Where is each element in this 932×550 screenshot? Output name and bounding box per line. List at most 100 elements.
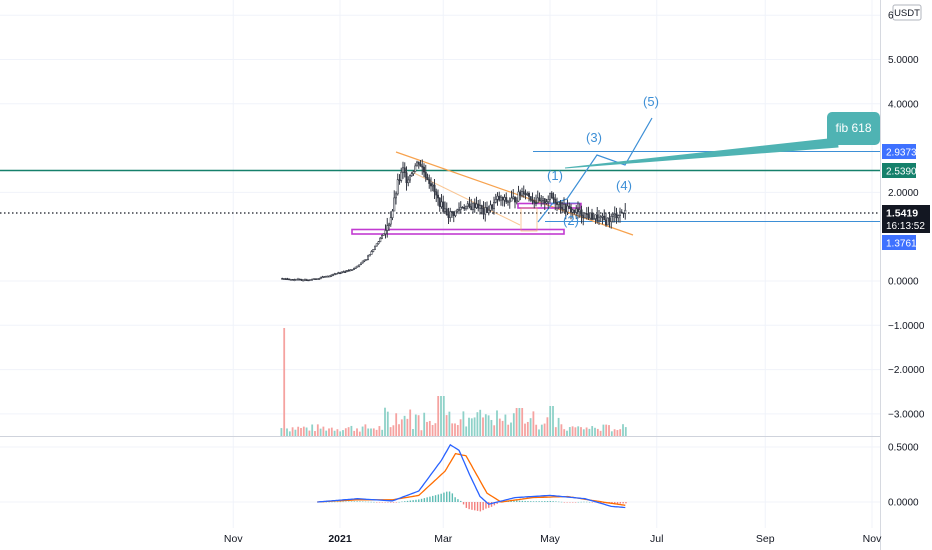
candle-body bbox=[326, 275, 329, 278]
candle-body bbox=[522, 191, 525, 195]
candle-body bbox=[307, 279, 310, 282]
wave-label-5[interactable]: (5) bbox=[643, 94, 659, 109]
candle-body bbox=[485, 207, 488, 213]
candle-body bbox=[620, 211, 623, 214]
candle-body bbox=[473, 202, 476, 208]
candle-body bbox=[615, 213, 618, 219]
candle-body bbox=[435, 191, 438, 196]
candle-body bbox=[445, 208, 448, 215]
volume-bar bbox=[602, 424, 605, 436]
candle-body bbox=[555, 202, 558, 205]
macd-histogram-bar bbox=[440, 493, 442, 502]
macd-histogram-bar bbox=[353, 501, 356, 502]
price-tick-label: 4.0000 bbox=[888, 99, 919, 110]
macd-histogram-bar bbox=[392, 502, 395, 503]
volume-bar bbox=[490, 419, 493, 436]
volume-bar bbox=[311, 424, 314, 436]
candle-body bbox=[449, 211, 452, 218]
candle-body bbox=[583, 212, 586, 219]
macd-histogram-bar bbox=[339, 501, 342, 503]
candle-body bbox=[562, 203, 565, 210]
candle-body bbox=[564, 203, 567, 213]
currency-label: USDT bbox=[894, 8, 920, 19]
candle-body bbox=[461, 206, 464, 209]
candle-body bbox=[450, 211, 453, 213]
macd-histogram-bar bbox=[518, 500, 521, 502]
candle-body bbox=[323, 276, 326, 278]
candle-body bbox=[366, 255, 369, 260]
macd-histogram-bar bbox=[563, 502, 566, 503]
candle-body bbox=[548, 192, 551, 200]
candle-body bbox=[288, 278, 291, 281]
candle-body bbox=[393, 197, 396, 212]
volume-bar bbox=[412, 429, 414, 436]
candle-body bbox=[316, 278, 319, 280]
macd-histogram-bar bbox=[476, 502, 479, 511]
volume-bar bbox=[574, 427, 577, 436]
candle-body bbox=[368, 254, 371, 257]
candle-body bbox=[527, 193, 530, 197]
volume-bar bbox=[392, 425, 395, 436]
candle-body bbox=[387, 223, 390, 226]
time-axis[interactable]: Nov 2021 Mar May Jul Sep Nov bbox=[224, 533, 882, 545]
volume-bar bbox=[428, 420, 431, 436]
volume-bar bbox=[622, 424, 624, 436]
fib-callout[interactable]: fib 618 bbox=[827, 112, 880, 145]
candle-body bbox=[622, 212, 625, 215]
candle-body bbox=[601, 215, 604, 218]
macd-histogram-bar bbox=[345, 501, 347, 503]
volume-bar bbox=[423, 412, 426, 436]
wave-label-3[interactable]: (3) bbox=[586, 130, 602, 145]
badge-lower-text: 1.3761 bbox=[886, 239, 917, 250]
wave-label-4[interactable]: (4) bbox=[616, 178, 632, 193]
badge-upper-text: 2.9373 bbox=[886, 148, 917, 159]
volume-bar bbox=[563, 429, 566, 436]
volume-bar bbox=[356, 428, 358, 436]
candle-body bbox=[433, 184, 436, 193]
volume-bar bbox=[283, 328, 286, 436]
candle-body bbox=[436, 194, 439, 199]
volume-bar bbox=[498, 418, 501, 436]
candle-body bbox=[284, 278, 287, 280]
candle-body bbox=[512, 196, 515, 199]
wave-label-1[interactable]: (1) bbox=[547, 168, 563, 183]
candle-body bbox=[489, 204, 492, 211]
candle-body bbox=[309, 279, 312, 281]
candle-body bbox=[442, 201, 445, 212]
candle-body bbox=[492, 202, 495, 209]
price-axis[interactable]: 6 5.0000 4.0000 2.0000 0.0000 −1.0000 −2.0000 −… bbox=[888, 11, 925, 509]
wave-label-2[interactable]: (2) bbox=[563, 213, 579, 228]
macd-histogram-bar bbox=[387, 502, 389, 503]
candle-body bbox=[587, 214, 590, 219]
volume-bar bbox=[414, 414, 417, 436]
candle-body bbox=[503, 197, 506, 201]
volume-bar bbox=[585, 427, 588, 436]
macd-histogram-bar bbox=[426, 497, 428, 502]
volume-bar bbox=[599, 430, 602, 436]
macd-histogram-bar bbox=[560, 501, 563, 503]
macd-histogram-bar bbox=[448, 491, 451, 502]
candle-body bbox=[331, 274, 334, 277]
volume-bar bbox=[566, 430, 568, 436]
candle-body bbox=[596, 214, 599, 222]
volume-bar bbox=[386, 411, 389, 436]
candle-body bbox=[354, 266, 357, 269]
candle-body bbox=[505, 197, 508, 203]
volume-bar bbox=[560, 424, 563, 436]
volume-bar bbox=[454, 423, 456, 436]
macd-histogram-bar bbox=[434, 495, 437, 502]
volume-bar bbox=[624, 427, 627, 436]
macd-histogram-bar bbox=[510, 500, 512, 502]
candle-body bbox=[365, 259, 368, 261]
macd-histogram-bar bbox=[451, 493, 454, 502]
volume-bar bbox=[596, 428, 599, 436]
macd-histogram-bar bbox=[420, 498, 423, 502]
candle-body bbox=[317, 278, 320, 280]
candle-body bbox=[617, 215, 620, 219]
volume-bar bbox=[591, 426, 594, 436]
candle-body bbox=[419, 163, 422, 167]
candle-body bbox=[335, 273, 338, 275]
volume-bar bbox=[613, 429, 616, 436]
candle-body bbox=[608, 217, 611, 222]
